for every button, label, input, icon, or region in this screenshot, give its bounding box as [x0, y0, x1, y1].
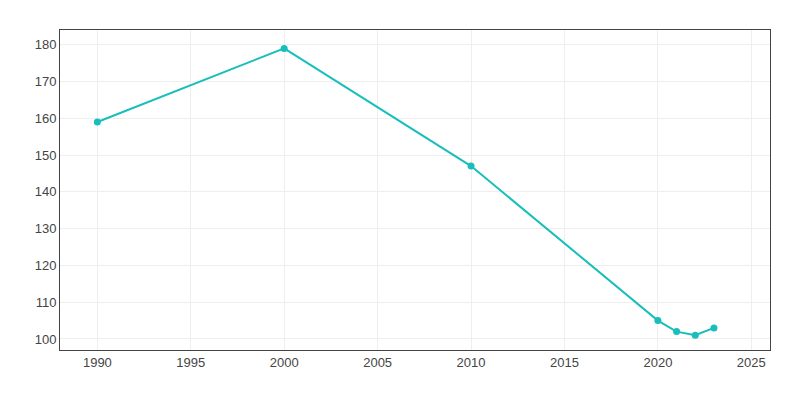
svg-text:2010: 2010 [457, 355, 486, 370]
svg-text:110: 110 [36, 295, 57, 310]
svg-text:1995: 1995 [176, 355, 205, 370]
svg-text:180: 180 [35, 37, 57, 52]
svg-text:150: 150 [35, 148, 57, 163]
svg-text:2000: 2000 [270, 355, 299, 370]
svg-text:170: 170 [35, 74, 57, 89]
svg-text:120: 120 [35, 258, 57, 273]
svg-text:160: 160 [35, 111, 57, 126]
svg-text:140: 140 [35, 184, 57, 199]
svg-text:100: 100 [35, 332, 57, 347]
svg-text:2015: 2015 [550, 355, 579, 370]
svg-text:2020: 2020 [643, 355, 672, 370]
svg-text:130: 130 [35, 221, 57, 236]
svg-text:2005: 2005 [363, 355, 392, 370]
svg-text:2025: 2025 [737, 355, 766, 370]
svg-text:1990: 1990 [83, 355, 112, 370]
